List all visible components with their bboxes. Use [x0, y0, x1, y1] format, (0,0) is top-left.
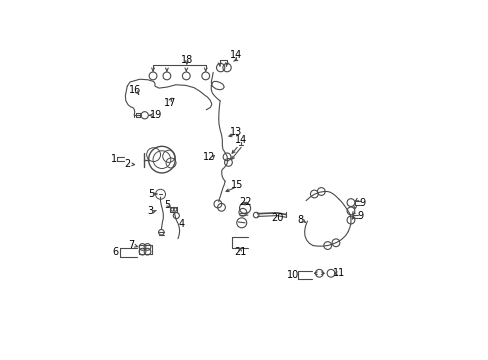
- Text: 21: 21: [233, 247, 246, 257]
- Text: 19: 19: [149, 110, 162, 120]
- Text: 9: 9: [359, 198, 365, 208]
- Text: 14: 14: [234, 135, 246, 145]
- Text: 8: 8: [296, 215, 303, 225]
- Text: 18: 18: [181, 55, 193, 65]
- Text: 4: 4: [179, 219, 184, 229]
- Text: 12: 12: [203, 152, 215, 162]
- Text: 20: 20: [271, 213, 284, 224]
- Text: 3: 3: [147, 206, 153, 216]
- Text: 2: 2: [124, 159, 130, 169]
- Text: 14: 14: [229, 50, 242, 60]
- Text: 9: 9: [356, 211, 363, 221]
- Text: 22: 22: [239, 197, 251, 207]
- Text: 16: 16: [128, 85, 141, 95]
- Text: 7: 7: [128, 240, 134, 250]
- Text: 5: 5: [147, 189, 154, 199]
- Text: 17: 17: [163, 98, 176, 108]
- Text: 10: 10: [286, 270, 299, 280]
- Text: 13: 13: [229, 127, 242, 137]
- Text: 1: 1: [111, 154, 117, 164]
- Text: 6: 6: [112, 247, 119, 257]
- Text: 5: 5: [164, 201, 170, 210]
- Text: 11: 11: [332, 268, 345, 278]
- Text: 15: 15: [231, 180, 243, 190]
